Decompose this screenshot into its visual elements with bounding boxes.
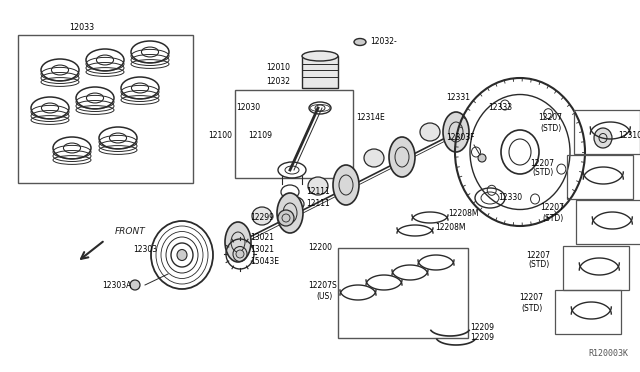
Bar [338, 248, 468, 338]
Bar [18, 35, 193, 183]
Bar [302, 56, 338, 88]
Text: (US): (US) [316, 292, 332, 301]
Text: 12303F: 12303F [446, 134, 474, 142]
Bar [563, 246, 629, 290]
Text: 12207S: 12207S [308, 282, 337, 291]
Bar [567, 155, 633, 199]
Ellipse shape [225, 222, 251, 262]
Text: 12331: 12331 [446, 93, 470, 103]
Bar [576, 200, 640, 244]
Text: 12207: 12207 [538, 113, 562, 122]
Text: 12100: 12100 [208, 131, 232, 141]
Ellipse shape [389, 137, 415, 177]
Ellipse shape [130, 280, 140, 290]
Ellipse shape [420, 123, 440, 141]
Text: 12330: 12330 [498, 193, 522, 202]
Text: 12111: 12111 [306, 199, 330, 208]
Text: (STD): (STD) [542, 214, 563, 222]
Ellipse shape [278, 210, 294, 226]
Ellipse shape [478, 154, 486, 162]
Text: 12207: 12207 [530, 158, 554, 167]
Text: 12333: 12333 [488, 103, 512, 112]
Ellipse shape [333, 165, 359, 205]
Text: 12030: 12030 [236, 103, 260, 112]
Ellipse shape [354, 38, 366, 45]
Text: 12208M: 12208M [448, 209, 479, 218]
Ellipse shape [443, 112, 469, 152]
Text: 12209: 12209 [470, 333, 494, 341]
Ellipse shape [302, 51, 338, 61]
Text: FRONT: FRONT [115, 228, 146, 237]
Text: 12207: 12207 [519, 294, 543, 302]
Text: 12303A: 12303A [102, 280, 131, 289]
Text: 12207: 12207 [540, 203, 564, 212]
Text: 12299: 12299 [250, 214, 274, 222]
Text: 12109: 12109 [248, 131, 272, 141]
Text: 12310A: 12310A [618, 131, 640, 141]
Bar [555, 290, 621, 334]
Ellipse shape [236, 250, 244, 258]
Text: 13021: 13021 [250, 244, 274, 253]
Text: (STD): (STD) [532, 169, 553, 177]
Text: (STD): (STD) [540, 124, 561, 132]
Text: (STD): (STD) [521, 304, 542, 312]
Ellipse shape [177, 250, 187, 260]
Text: 12032: 12032 [266, 77, 290, 87]
Bar [574, 110, 640, 154]
Text: 12032-: 12032- [370, 38, 397, 46]
Text: 12303: 12303 [133, 246, 157, 254]
Text: 12200: 12200 [308, 244, 332, 253]
Text: 12207: 12207 [526, 250, 550, 260]
Text: 12033: 12033 [69, 23, 95, 32]
Ellipse shape [308, 177, 328, 195]
Ellipse shape [594, 128, 612, 148]
Text: 15043E: 15043E [250, 257, 279, 266]
Text: 12208M: 12208M [435, 224, 465, 232]
Text: (STD): (STD) [528, 260, 549, 269]
Text: 12314E: 12314E [356, 113, 385, 122]
Text: 12209: 12209 [470, 324, 494, 333]
Text: 13021: 13021 [250, 232, 274, 241]
Ellipse shape [277, 193, 303, 233]
Text: 12111: 12111 [306, 187, 330, 196]
Text: 12010: 12010 [266, 64, 290, 73]
Text: R120003K: R120003K [588, 349, 628, 358]
Bar [235, 90, 353, 178]
Ellipse shape [252, 207, 272, 225]
Ellipse shape [364, 149, 384, 167]
